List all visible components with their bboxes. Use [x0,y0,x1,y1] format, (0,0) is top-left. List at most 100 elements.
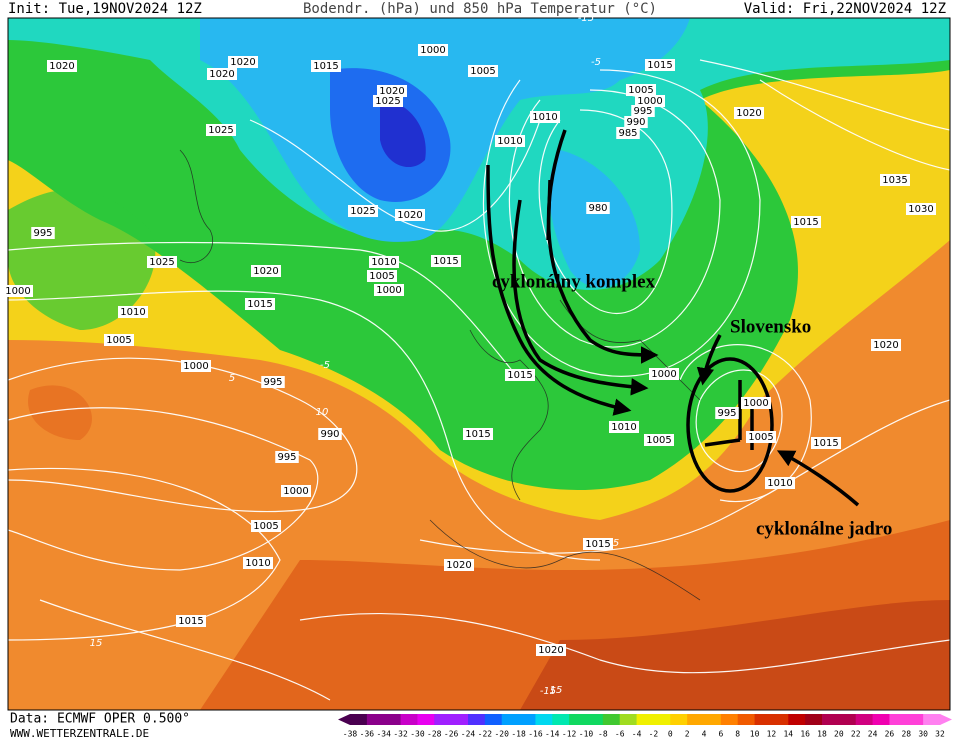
isobar-label: 1010 [497,136,522,147]
temperature-label: -5 [591,57,601,68]
temperature-label: -15 [540,686,556,697]
isobar-label-box [741,397,771,409]
isobar-label: 990 [320,429,339,440]
isobar-label-box [275,451,299,463]
colorbar-tick-label: -2 [649,730,659,739]
data-source: Data: ECMWF OPER 0.500° [10,712,190,727]
isobar-label: 1015 [813,438,838,449]
valid-time: Valid: Fri,22NOV2024 12Z [744,1,946,17]
colorbar-tick-label: 28 [901,730,911,739]
isobar-label: 995 [33,228,52,239]
colorbar-swatch [687,714,705,725]
colorbar-tick-label: -10 [579,730,594,739]
isobar-label-box [245,298,275,310]
colorbar-tick-label: -14 [545,730,560,739]
colorbar-swatch [838,714,857,725]
isobar-label-box [444,559,474,571]
isobar-label-box [468,65,498,77]
isobar-label: 1010 [245,558,270,569]
isobar-label: 1020 [397,210,422,221]
colorbar-tick-label: -38 [343,730,358,739]
colorbar-swatch [535,714,553,725]
isobar-label-box [880,174,910,186]
colorbar-swatch [636,714,654,725]
isobar-label-box [181,360,211,372]
isobar-label: 1015 [465,429,490,440]
colorbar-swatch [822,714,840,725]
isobar-label: 1010 [767,478,792,489]
colorbar-tick-label: 22 [851,730,861,739]
colorbar-tick-label: 8 [735,730,740,739]
colorbar-swatch [552,714,570,725]
colorbar-swatch [906,714,924,725]
colorbar-tick-label: 30 [918,730,928,739]
isobar-label: 1015 [507,370,532,381]
colorbar-swatch [771,714,789,725]
isobar-label-box [583,538,613,550]
isobar-label: 1000 [283,486,308,497]
isobar-label-box [505,369,535,381]
temperature-label: 15 [90,638,103,649]
colorbar-tick-label: -26 [444,730,459,739]
isobar-label-box [251,520,281,532]
isobar-label-box [251,265,281,277]
isobar-label-box [47,60,77,72]
colorbar-tick-label: 16 [800,730,810,739]
temperature-label: 5 [613,538,619,549]
isobar-label: 1020 [538,645,563,656]
isobar-label-box [367,270,397,282]
isobar-label: 995 [263,377,282,388]
isobar-label: 1020 [230,57,255,68]
colorbar-tick-label: 18 [817,730,827,739]
colorbar-swatch [400,714,418,725]
isobar-label-box [104,334,134,346]
isobar-label: 1015 [178,616,203,627]
isobar-label: 1015 [793,217,818,228]
colorbar-tick-label: -18 [511,730,526,739]
map-title: Bodendr. (hPa) und 850 hPa Temperatur (°… [303,1,657,17]
isobar-label: 985 [618,128,637,139]
colorbar-swatch [720,714,739,725]
temperature-label: -15 [578,13,594,24]
annotation: cyklonálne jadro [756,518,892,539]
temperature-label: 10 [316,407,329,418]
isobar-label-box [318,428,342,440]
colorbar-tick-label: -32 [393,730,408,739]
colorbar-swatch [889,714,907,725]
colorbar-swatch [704,714,722,725]
isobar-label: 1010 [532,112,557,123]
isobar-label: 980 [588,203,607,214]
colorbar-tick-label: -16 [528,730,543,739]
isobar-label: 1020 [49,61,74,72]
isobar-label: 1005 [470,66,495,77]
isobar-label-box [418,44,448,56]
temperature-label: 15 [550,685,563,696]
isobar-label: 1005 [369,271,394,282]
isobar-label: 1025 [149,257,174,268]
colorbar-swatch [518,714,536,725]
isobar-label-box [631,105,655,117]
isobar-label-box [715,407,739,419]
colorbar-tick-label: -24 [461,730,476,739]
colorbar-swatch [619,714,638,725]
isobar-label-box [530,111,560,123]
colorbar-swatch [586,714,604,725]
map [8,18,950,710]
isobar-label-box [536,644,566,656]
isobar-label: 1000 [637,96,662,107]
isobar-label: 1015 [585,539,610,550]
isobar-label-box [463,428,493,440]
colorbar: -38 -36 -34 -32 -30 -28 -26 -24 -22 -20 -18 -16 -14-… [338,714,952,739]
isobar-label: 1025 [350,206,375,217]
colorbar-end [940,714,952,725]
colorbar-swatch [501,714,520,725]
isobar-label: 995 [277,452,296,463]
colorbar-swatch [451,714,469,725]
isobar-label-box [626,84,656,96]
map-frame [7,17,951,711]
colorbar-swatch [434,714,452,725]
isobar-label: 1020 [253,266,278,277]
isobar-label: 1005 [106,335,131,346]
colorbar-tick-label: -34 [376,730,391,739]
